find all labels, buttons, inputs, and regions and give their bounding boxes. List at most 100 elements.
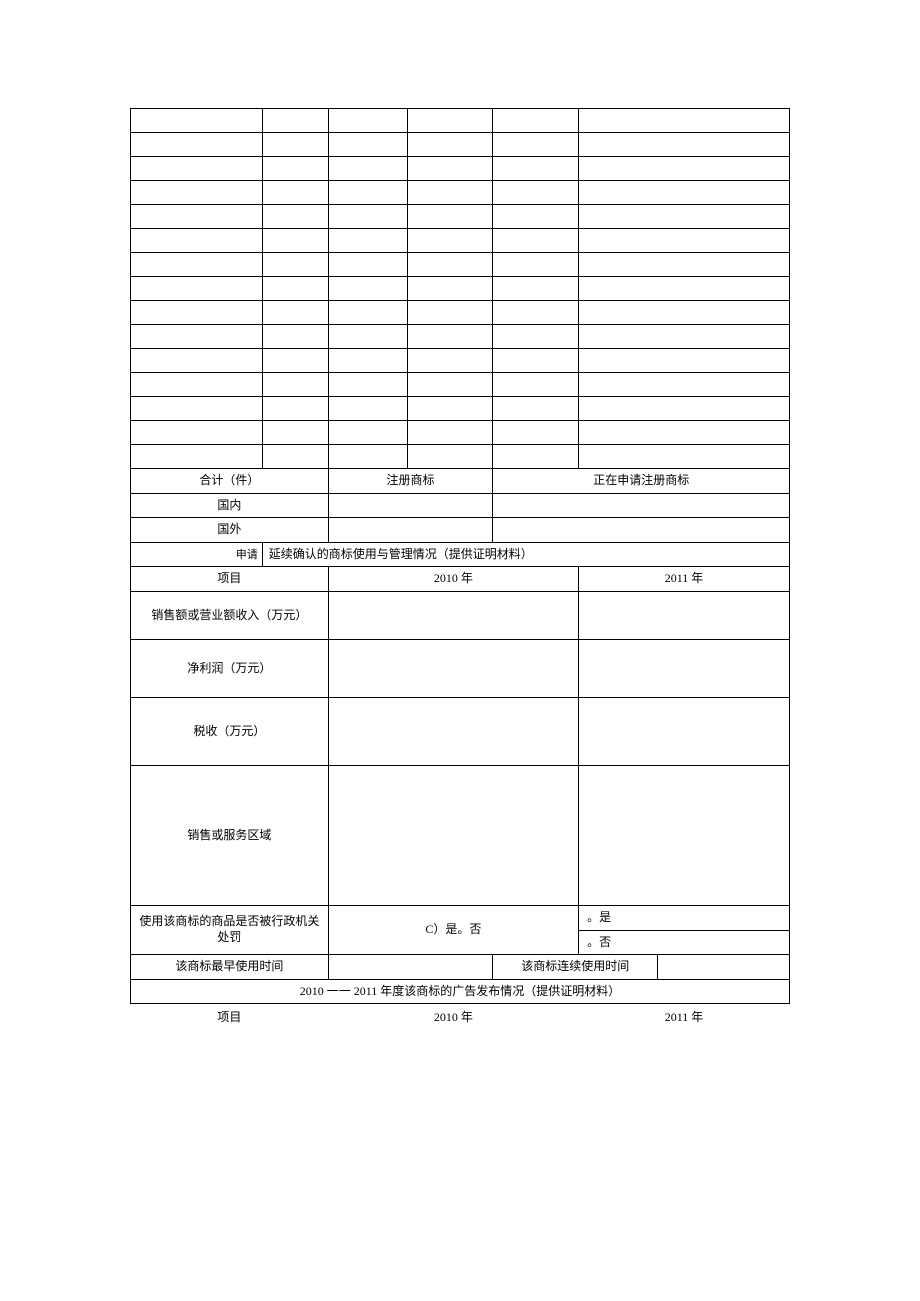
blank [493, 301, 579, 325]
blank [407, 133, 493, 157]
blank [407, 325, 493, 349]
usage-row-label-1: 净利润（万元） [131, 639, 329, 697]
blank [328, 277, 407, 301]
ad-year1: 2010 年 [328, 1004, 578, 1030]
usage-prefix: 申请 [131, 542, 263, 567]
blank [493, 277, 579, 301]
blank [328, 349, 407, 373]
blank [328, 109, 407, 133]
blank [579, 325, 790, 349]
region-label-1: 国外 [131, 518, 329, 543]
usage-row-y1-1 [328, 639, 578, 697]
blank [328, 397, 407, 421]
blank [579, 157, 790, 181]
blank [262, 301, 328, 325]
blank [328, 229, 407, 253]
blank [579, 397, 790, 421]
region-reg-0 [328, 493, 493, 518]
blank [262, 325, 328, 349]
blank [262, 181, 328, 205]
usage-row-y2-2 [579, 697, 790, 765]
blank [407, 253, 493, 277]
blank [131, 349, 263, 373]
usage-row-label-0: 销售额或营业额收入（万元） [131, 591, 329, 639]
blank [407, 181, 493, 205]
region-label-0: 国内 [131, 493, 329, 518]
form-table: 合计（件）注册商标正在申请注册商标国内国外申请延续确认的商标使用与管理情况（提供… [130, 108, 790, 1030]
usage-row-label-3: 销售或服务区域 [131, 765, 329, 905]
blank [579, 109, 790, 133]
blank [328, 325, 407, 349]
usage-row-y2-0 [579, 591, 790, 639]
ad-col-header: 项目 [131, 1004, 329, 1030]
blank [579, 205, 790, 229]
region-reg-1 [328, 518, 493, 543]
blank [493, 325, 579, 349]
blank [262, 421, 328, 445]
blank [493, 109, 579, 133]
blank [262, 109, 328, 133]
usage-row-y2-3 [579, 765, 790, 905]
blank [493, 157, 579, 181]
blank [579, 445, 790, 469]
usage-row-y1-0 [328, 591, 578, 639]
blank [131, 397, 263, 421]
blank [328, 157, 407, 181]
blank [493, 349, 579, 373]
blank [493, 421, 579, 445]
usage-row-y1-3 [328, 765, 578, 905]
ad-section-title: 2010 一一 2011 年度该商标的广告发布情况（提供证明材料） [131, 979, 790, 1004]
blank [493, 445, 579, 469]
blank [262, 133, 328, 157]
penalty-options-left: C）是。否 [328, 905, 578, 954]
penalty-label: 使用该商标的商品是否被行政机关处罚 [131, 905, 329, 954]
blank [131, 421, 263, 445]
region-pend-1 [493, 518, 790, 543]
blank [407, 301, 493, 325]
blank [131, 301, 263, 325]
blank [579, 253, 790, 277]
region-pend-0 [493, 493, 790, 518]
usage-year2: 2011 年 [579, 567, 790, 592]
blank [262, 445, 328, 469]
blank [579, 181, 790, 205]
blank [262, 157, 328, 181]
usage-year1: 2010 年 [328, 567, 578, 592]
blank [328, 301, 407, 325]
blank [407, 421, 493, 445]
continuous-use-value [658, 955, 790, 980]
blank [262, 229, 328, 253]
registered-header: 注册商标 [328, 469, 493, 494]
blank [579, 229, 790, 253]
blank [328, 205, 407, 229]
blank [407, 373, 493, 397]
blank [407, 229, 493, 253]
blank [579, 301, 790, 325]
blank [262, 397, 328, 421]
earliest-use-label: 该商标最早使用时间 [131, 955, 329, 980]
blank [131, 445, 263, 469]
penalty-yes: 。是 [579, 905, 790, 930]
blank [407, 445, 493, 469]
blank [131, 373, 263, 397]
blank [493, 397, 579, 421]
usage-row-y1-2 [328, 697, 578, 765]
blank [131, 277, 263, 301]
blank [262, 373, 328, 397]
blank [262, 205, 328, 229]
blank [328, 445, 407, 469]
pending-header: 正在申请注册商标 [493, 469, 790, 494]
earliest-use-value [328, 955, 493, 980]
continuous-use-label: 该商标连续使用时间 [493, 955, 658, 980]
blank [493, 253, 579, 277]
blank [579, 421, 790, 445]
blank [328, 253, 407, 277]
blank [407, 349, 493, 373]
blank [407, 397, 493, 421]
blank [579, 373, 790, 397]
totals-header: 合计（件） [131, 469, 329, 494]
blank [579, 277, 790, 301]
usage-row-label-2: 税收（万元） [131, 697, 329, 765]
blank [328, 133, 407, 157]
blank [131, 325, 263, 349]
